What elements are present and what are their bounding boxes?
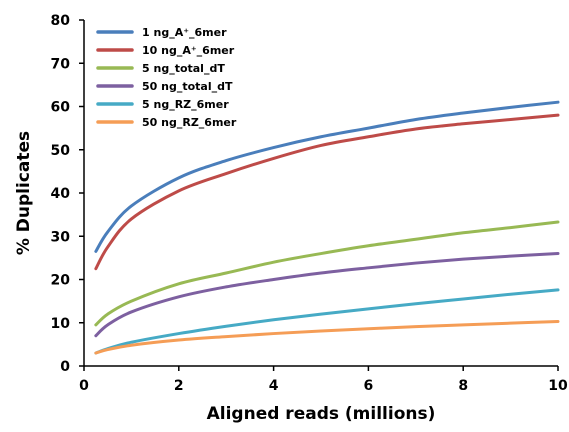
series-line-5	[94, 288, 560, 355]
y-axis-title: % Duplicates	[14, 131, 34, 255]
legend-label: 50 ng_RZ_6mer	[142, 116, 237, 129]
legend-label: 1 ng_A⁺_6mer	[142, 26, 227, 39]
y-tick-label: 10	[51, 316, 71, 332]
legend-label: 10 ng_A⁺_6mer	[142, 44, 235, 57]
series-line-4	[94, 252, 560, 338]
legend: 1 ng_A⁺_6mer 10 ng_A⁺_6mer 5 ng_total_dT 50…	[96, 26, 237, 129]
plot-area: 0 2 4 6 8 10 0 10 20 30 40 50 60 70 80	[51, 13, 568, 394]
y-tick-label: 60	[51, 100, 71, 116]
x-tick-label: 6	[364, 378, 374, 394]
y-ticks: 0 10 20 30 40 50 60 70 80	[51, 13, 84, 375]
y-tick-label: 0	[60, 359, 70, 375]
y-tick-label: 20	[51, 273, 71, 289]
y-tick-label: 40	[51, 186, 71, 202]
x-tick-label: 2	[174, 378, 184, 394]
legend-label: 50 ng_total_dT	[142, 80, 233, 93]
x-tick-label: 0	[79, 378, 89, 394]
x-ticks: 0 2 4 6 8 10	[79, 366, 568, 394]
series-line-6	[94, 319, 560, 355]
series-lines	[94, 100, 560, 355]
series-line-1	[94, 100, 560, 253]
x-axis-title: Aligned reads (millions)	[207, 404, 436, 424]
x-tick-label: 10	[548, 378, 568, 394]
x-tick-label: 4	[269, 378, 279, 394]
legend-label: 5 ng_RZ_6mer	[142, 98, 229, 111]
series-line-3	[94, 220, 560, 327]
series-line-2	[94, 113, 560, 271]
y-tick-label: 30	[51, 229, 71, 245]
legend-label: 5 ng_total_dT	[142, 62, 225, 75]
y-tick-label: 50	[51, 143, 71, 159]
y-tick-label: 70	[51, 56, 71, 72]
y-tick-label: 80	[51, 13, 71, 29]
x-tick-label: 8	[458, 378, 468, 394]
